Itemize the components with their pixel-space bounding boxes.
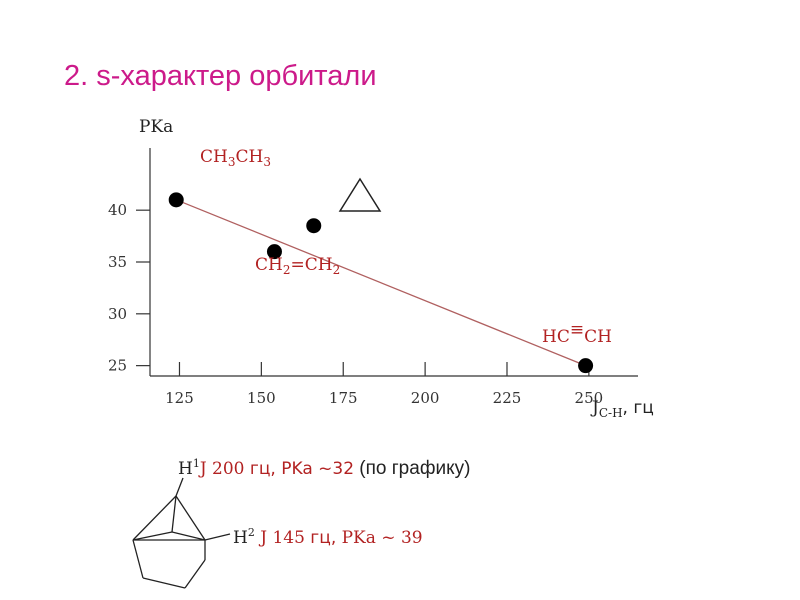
acetylene-label: HC≡CH: [542, 320, 612, 347]
x-axis-title: JC-H, гц: [590, 398, 654, 420]
x-tick-label: 150: [247, 389, 276, 407]
y-tick-label: 40: [108, 201, 127, 219]
y-tick-label: 35: [108, 253, 127, 271]
cyclopropane-triangle-icon: [338, 177, 382, 212]
y-tick-label: 30: [108, 305, 127, 323]
data-point: [266, 244, 282, 260]
x-tick-label: 175: [329, 389, 358, 407]
x-tick-label: 200: [411, 389, 440, 407]
h1-note: H1J 200 гц, PKa ~32 (по графику): [178, 457, 470, 479]
y-axis-title: PKa: [139, 117, 173, 137]
h2-note: H2 J 145 гц, PKa ~ 39: [233, 526, 423, 548]
x-tick-label: 125: [165, 389, 194, 407]
x-tick-label: 225: [493, 389, 522, 407]
ethylene-label: CH2=CH2: [255, 255, 340, 277]
trend-line: [175, 199, 586, 367]
data-point: [168, 192, 184, 208]
data-point: [578, 358, 594, 374]
bicyclic-molecule-drawing: [132, 477, 231, 589]
x-tick-label: 250: [575, 389, 604, 407]
ethane-label: CH3CH3: [200, 147, 271, 169]
y-tick-label: 25: [108, 357, 127, 375]
data-point: [306, 218, 322, 234]
slide-title: 2. s-характер орбитали: [64, 60, 377, 92]
